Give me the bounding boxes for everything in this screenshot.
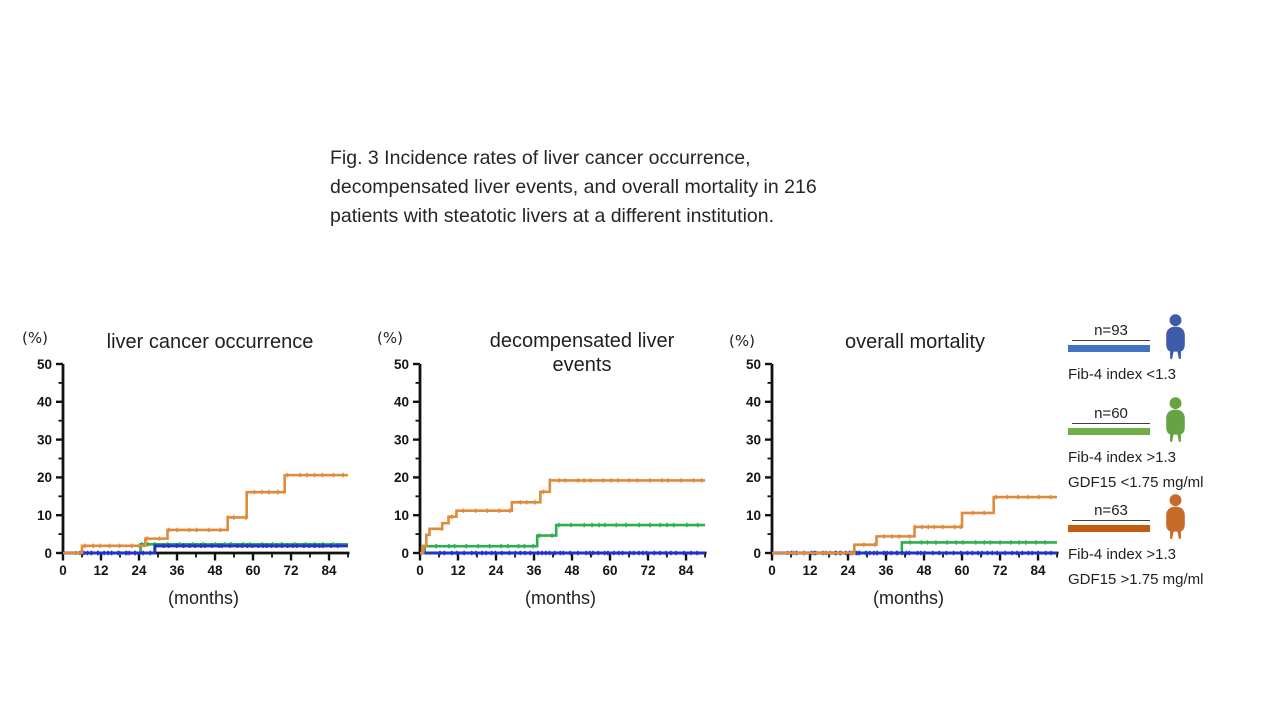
svg-text:12: 12 — [802, 563, 817, 578]
svg-text:12: 12 — [450, 563, 465, 578]
y-axis-unit-label: (%) — [22, 329, 48, 347]
svg-text:40: 40 — [746, 395, 761, 410]
legend-item-fib4-high-gdf15-high: n=63 Fib-4 index >1.3 GDF15 >1.75 mg/ml — [1068, 494, 1228, 592]
legend-label: GDF15 >1.75 mg/ml — [1068, 571, 1204, 588]
svg-text:20: 20 — [394, 470, 409, 485]
person-icon — [1160, 314, 1191, 366]
svg-text:60: 60 — [955, 563, 970, 578]
svg-text:10: 10 — [394, 508, 409, 523]
legend-label: Fib-4 index >1.3 — [1068, 449, 1176, 466]
x-axis-label: (months) — [872, 588, 944, 608]
svg-text:0: 0 — [753, 546, 761, 561]
svg-text:84: 84 — [679, 563, 695, 578]
svg-text:10: 10 — [37, 508, 52, 523]
person-icon — [1160, 494, 1191, 546]
svg-text:60: 60 — [603, 563, 618, 578]
figure-caption-line: Fig. 3 Incidence rates of liver cancer o… — [330, 147, 751, 169]
legend-n-count: n=93 — [1072, 322, 1150, 341]
svg-text:72: 72 — [641, 563, 656, 578]
svg-text:72: 72 — [284, 563, 299, 578]
svg-text:0: 0 — [416, 563, 424, 578]
svg-text:48: 48 — [208, 563, 224, 578]
chart-plot-overall-mortality: 0 10 20 30 40 50 0 12 24 36 48 60 72 84 — [722, 345, 1072, 585]
svg-text:0: 0 — [401, 546, 409, 561]
svg-text:50: 50 — [746, 357, 761, 372]
svg-text:30: 30 — [394, 432, 409, 447]
svg-text:24: 24 — [488, 563, 504, 578]
svg-text:40: 40 — [37, 395, 52, 410]
svg-text:36: 36 — [878, 563, 894, 578]
legend-color-bar — [1068, 428, 1150, 435]
person-icon — [1160, 397, 1191, 449]
legend-label: GDF15 <1.75 mg/ml — [1068, 474, 1204, 491]
svg-text:30: 30 — [37, 432, 52, 447]
x-axis-label: (months) — [524, 588, 596, 608]
figure-caption-line: decompensated liver events, and overall … — [330, 176, 817, 198]
svg-text:36: 36 — [169, 563, 185, 578]
legend-n-count: n=60 — [1072, 405, 1150, 424]
chart-title-overall-mortality: overall mortality — [844, 331, 986, 353]
svg-text:84: 84 — [322, 563, 338, 578]
legend-color-bar — [1068, 525, 1150, 532]
y-axis-unit-label: (%) — [377, 329, 403, 347]
svg-text:30: 30 — [746, 432, 761, 447]
chart-title-liver-cancer: liver cancer occurrence — [106, 331, 314, 353]
svg-text:84: 84 — [1031, 563, 1047, 578]
svg-text:60: 60 — [246, 563, 261, 578]
figure-caption: Fig. 3 Incidence rates of liver cancer o… — [330, 144, 930, 231]
svg-text:48: 48 — [917, 563, 933, 578]
svg-text:72: 72 — [993, 563, 1008, 578]
svg-text:36: 36 — [526, 563, 542, 578]
svg-text:24: 24 — [131, 563, 147, 578]
y-axis-unit-label: (%) — [729, 332, 755, 350]
legend-label: Fib-4 index >1.3 — [1068, 546, 1176, 563]
chart-title-decompensated: decompensated liver events — [489, 330, 675, 376]
svg-text:10: 10 — [746, 508, 761, 523]
chart-plot-decompensated: 0 10 20 30 40 50 0 12 24 36 48 60 72 84 — [370, 345, 720, 585]
svg-text:48: 48 — [565, 563, 581, 578]
svg-text:20: 20 — [37, 470, 52, 485]
svg-text:12: 12 — [93, 563, 108, 578]
legend-n-count: n=63 — [1072, 502, 1150, 521]
svg-text:24: 24 — [840, 563, 856, 578]
svg-text:0: 0 — [59, 563, 67, 578]
figure-caption-line: patients with steatotic livers at a diff… — [330, 205, 775, 227]
svg-text:0: 0 — [768, 563, 776, 578]
svg-text:40: 40 — [394, 395, 409, 410]
svg-text:50: 50 — [394, 357, 409, 372]
legend-item-fib4-high-gdf15-low: n=60 Fib-4 index >1.3 GDF15 <1.75 mg/ml — [1068, 397, 1228, 495]
svg-text:0: 0 — [44, 546, 52, 561]
legend-item-fib4-low: n=93 Fib-4 index <1.3 — [1068, 314, 1228, 387]
svg-text:50: 50 — [37, 357, 52, 372]
x-axis-label: (months) — [167, 588, 239, 608]
legend-label: Fib-4 index <1.3 — [1068, 366, 1176, 383]
legend-color-bar — [1068, 345, 1150, 352]
svg-text:20: 20 — [746, 470, 761, 485]
chart-plot-liver-cancer: 0 10 20 30 40 50 0 12 24 36 48 60 72 84 — [13, 345, 363, 585]
